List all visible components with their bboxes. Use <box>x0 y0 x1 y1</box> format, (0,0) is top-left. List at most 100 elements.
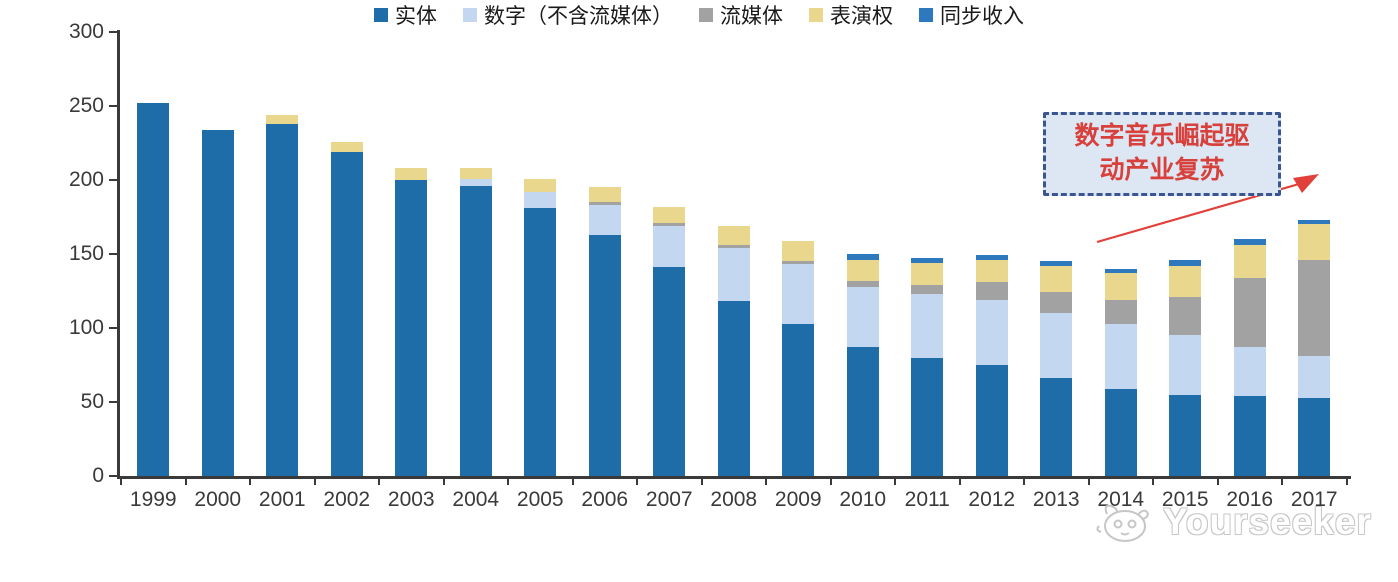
bar-segment <box>1233 277 1266 348</box>
x-tick-label: 2017 <box>1290 488 1338 511</box>
bar-segment <box>1104 388 1137 476</box>
annotation-line1: 数字音乐崛起驱 <box>1074 123 1250 150</box>
x-tick-mark <box>571 478 574 485</box>
x-tick-mark <box>636 478 638 485</box>
bar-segment <box>717 248 750 302</box>
bar-segment <box>588 205 621 235</box>
legend-item: 实体 <box>374 0 437 30</box>
y-tick-label: 50 <box>80 390 104 413</box>
y-tick-label: 300 <box>68 20 104 43</box>
y-tick-mark <box>109 401 117 403</box>
bar-segment <box>201 129 234 476</box>
x-tick-label: 2001 <box>258 488 306 511</box>
legend-item: 数字（不含流媒体） <box>463 0 673 30</box>
bar-segment <box>975 255 1008 260</box>
annotation-line2: 动产业复苏 <box>1099 157 1225 184</box>
bar-segment <box>1298 356 1331 398</box>
bar-segment <box>1233 239 1266 246</box>
x-tick-mark <box>249 478 251 485</box>
bar-segment <box>524 208 557 476</box>
bar-segment <box>653 267 686 476</box>
bar-segment <box>137 103 170 476</box>
bar-segment <box>846 286 879 348</box>
x-tick-mark <box>1087 478 1090 485</box>
x-tick-label: 2010 <box>839 488 887 511</box>
x-tick-label: 2003 <box>387 488 435 511</box>
legend-label: 实体 <box>395 4 437 28</box>
annotation-callout: 数字音乐崛起驱 动产业复苏 <box>1043 112 1281 196</box>
y-tick-mark <box>109 327 117 329</box>
x-tick-label: 2012 <box>968 488 1016 511</box>
x-axis-line <box>117 476 1351 479</box>
x-tick-mark <box>442 478 445 485</box>
bar-segment <box>911 285 944 294</box>
x-tick-mark <box>184 478 187 485</box>
bar-segment <box>846 280 879 287</box>
bar-segment <box>1169 335 1202 395</box>
x-tick-label: 2000 <box>194 488 242 511</box>
bar-segment <box>653 222 686 226</box>
bar-segment <box>717 245 750 249</box>
x-tick-mark <box>120 478 122 485</box>
bar-segment <box>1040 292 1073 314</box>
bar-segment <box>846 254 879 260</box>
bar-segment <box>975 365 1008 476</box>
legend-label: 同步收入 <box>940 4 1024 28</box>
bar-segment <box>1298 259 1331 357</box>
x-tick-label: 2015 <box>1161 488 1209 511</box>
x-tick-label: 1999 <box>129 488 177 511</box>
x-tick-label: 2011 <box>904 488 950 511</box>
bar-segment <box>395 180 428 476</box>
y-tick-mark <box>109 31 117 33</box>
y-axis-line <box>117 30 120 478</box>
bar-segment <box>1298 224 1331 260</box>
watermark-text: Yourseeker <box>1163 501 1372 542</box>
bar-segment <box>782 240 815 262</box>
legend-swatch <box>463 8 477 22</box>
bar-segment <box>1169 296 1202 336</box>
bar-segment <box>459 185 492 476</box>
legend-swatch <box>809 8 823 22</box>
x-tick-mark <box>700 478 703 485</box>
bar-segment <box>1233 347 1266 397</box>
bar-segment <box>1169 265 1202 297</box>
x-tick-label: 2007 <box>645 488 693 511</box>
bar-segment <box>1233 396 1266 476</box>
bar-segment <box>653 225 686 268</box>
bar-segment <box>1040 261 1073 266</box>
chart-legend: 实体 数字（不含流媒体） 流媒体 表演权 同步收入 <box>0 0 1398 30</box>
x-tick-mark <box>1345 478 1348 485</box>
yourseeker-logo-icon <box>1096 504 1149 542</box>
legend-label: 数字（不含流媒体） <box>484 4 673 28</box>
legend-swatch <box>374 8 388 22</box>
x-tick-label: 2002 <box>323 488 371 511</box>
x-tick-mark <box>1281 478 1283 485</box>
bar-segment <box>330 141 363 152</box>
x-tick-label: 2004 <box>452 488 500 511</box>
bar-segment <box>588 234 621 476</box>
bar-segment <box>1233 245 1266 278</box>
y-tick-label: 200 <box>68 168 104 191</box>
bar-segment <box>653 206 686 223</box>
bar-segment <box>846 259 879 281</box>
bar-segment <box>266 123 299 476</box>
bar-segment <box>1104 273 1137 300</box>
bar-segment <box>459 168 492 179</box>
bar-segment <box>782 261 815 265</box>
y-tick-mark <box>109 105 117 107</box>
bar-segment <box>1298 397 1331 476</box>
bar-segment <box>975 299 1008 365</box>
legend-label: 流媒体 <box>720 4 783 28</box>
bar-segment <box>975 259 1008 283</box>
bar-segment <box>717 301 750 476</box>
legend-swatch <box>699 8 713 22</box>
x-tick-label: 2016 <box>1226 488 1274 511</box>
y-tick-mark <box>109 179 117 181</box>
bar-segment <box>717 225 750 246</box>
bar-segment <box>1298 219 1331 225</box>
bar-segment <box>846 347 879 476</box>
bar-segment <box>911 258 944 263</box>
x-tick-mark <box>765 478 767 485</box>
x-tick-mark <box>1152 478 1154 485</box>
